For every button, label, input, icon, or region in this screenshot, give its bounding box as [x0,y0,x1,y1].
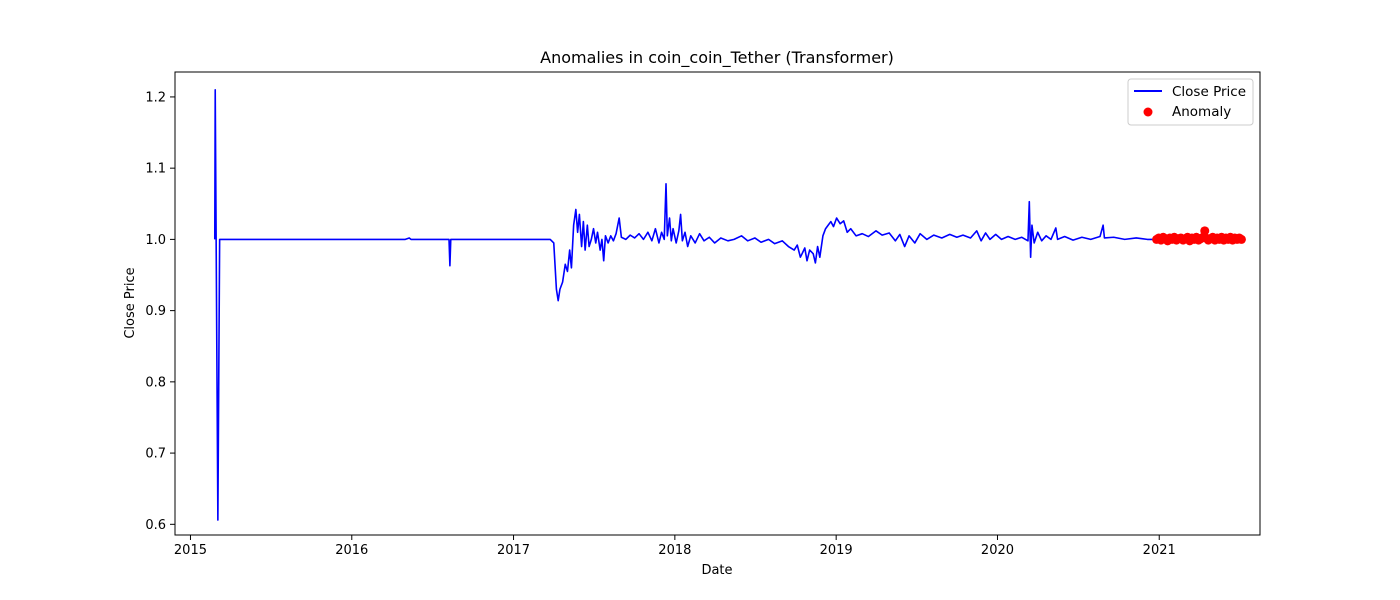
x-tick-label: 2020 [981,543,1014,558]
y-axis: 0.6 0.7 0.8 0.9 1.0 1.1 1.2 [145,90,175,533]
y-tick-label: 0.6 [145,518,166,533]
x-tick-label: 2016 [335,543,368,558]
y-tick-label: 0.7 [145,447,166,462]
chart-title: Anomalies in coin_coin_Tether (Transform… [540,48,894,68]
anomaly-point [1200,226,1210,236]
y-tick-label: 1.0 [145,233,166,248]
x-tick-label: 2018 [658,543,691,558]
y-tick-label: 0.8 [145,375,166,390]
y-tick-label: 0.9 [145,304,166,319]
x-tick-label: 2019 [820,543,853,558]
series-layer [213,89,1242,521]
plot-area [213,89,1246,521]
anomaly-point [1236,234,1246,244]
x-tick-label: 2015 [174,543,207,558]
y-tick-label: 1.1 [145,162,166,177]
legend: Close Price Anomaly [1127,78,1254,126]
series-line-close-price [213,89,1242,521]
axes-frame [174,71,1261,536]
y-axis-label: Close Price [123,267,138,338]
x-axis: 2015 2016 2017 2018 2019 2020 2021 [174,535,1176,558]
anomaly-layer [1152,226,1246,246]
x-tick-label: 2021 [1143,543,1176,558]
legend-label-anomaly: Anomaly [1172,104,1231,120]
legend-dot-swatch [1143,107,1153,117]
y-tick-label: 1.2 [145,90,166,105]
x-axis-label: Date [701,563,732,578]
legend-label-close-price: Close Price [1172,84,1246,100]
x-tick-label: 2017 [497,543,530,558]
